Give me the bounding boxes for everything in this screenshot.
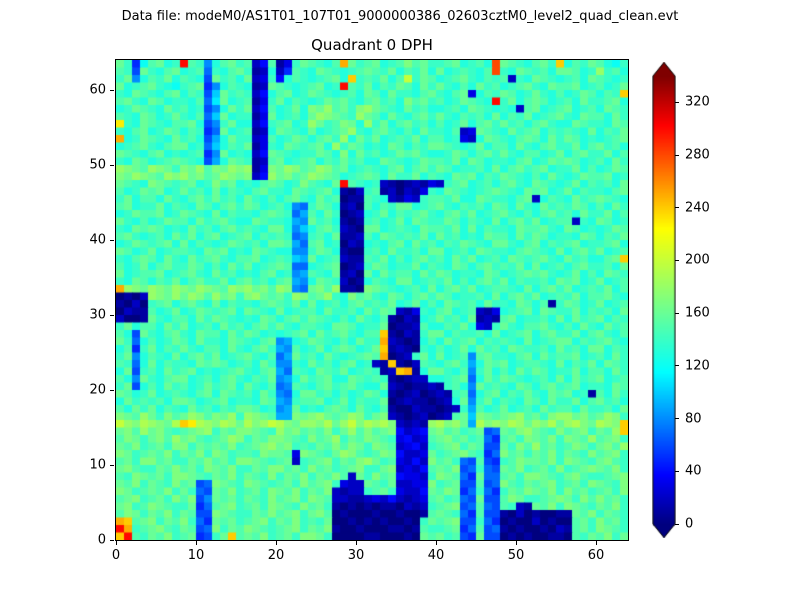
y-tick-label: 50 [89, 157, 106, 173]
y-tick-label: 10 [89, 457, 106, 473]
x-tick-label: 60 [587, 548, 605, 563]
colorbar-tick-label: 40 [685, 463, 702, 479]
colorbar-tick-label: 0 [685, 516, 694, 532]
x-tick-mark [355, 541, 357, 545]
y-tick-mark [110, 239, 114, 241]
colorbar-tick-mark [675, 418, 679, 420]
x-tick-label: 0 [111, 548, 121, 563]
y-tick-mark [110, 89, 114, 91]
colorbar-tick-mark [675, 207, 679, 209]
x-tick-mark [595, 541, 597, 545]
y-tick-mark [110, 164, 114, 166]
x-tick-mark [275, 541, 277, 545]
colorbar-tick-mark [675, 365, 679, 367]
y-tick-mark [110, 464, 114, 466]
x-tick-label: 40 [427, 548, 445, 563]
y-tick-label: 30 [89, 307, 106, 323]
data-file-label: Data file: modeM0/AS1T01_107T01_90000003… [121, 9, 679, 24]
colorbar-tick-mark [675, 101, 679, 103]
y-tick-label: 20 [89, 382, 106, 398]
heatmap-canvas [116, 60, 628, 540]
plot-title: Quadrant 0 DPH [311, 36, 433, 54]
y-tick-mark [110, 389, 114, 391]
y-tick-label: 60 [89, 82, 106, 98]
y-tick-mark [110, 314, 114, 316]
y-tick-label: 40 [89, 232, 106, 248]
x-tick-mark [115, 541, 117, 545]
colorbar [652, 62, 676, 538]
x-tick-mark [435, 541, 437, 545]
colorbar-tick-mark [675, 312, 679, 314]
x-tick-label: 30 [347, 548, 365, 563]
x-tick-label: 50 [507, 548, 525, 563]
colorbar-tick-label: 240 [685, 200, 710, 216]
colorbar-tick-mark [675, 470, 679, 472]
colorbar-tick-label: 160 [685, 305, 710, 321]
colorbar-tick-label: 280 [685, 147, 710, 163]
colorbar-tick-label: 120 [685, 358, 710, 374]
x-tick-mark [515, 541, 517, 545]
y-tick-mark [110, 539, 114, 541]
x-tick-mark [195, 541, 197, 545]
colorbar-tick-mark [675, 154, 679, 156]
colorbar-tick-mark [675, 523, 679, 525]
colorbar-tick-label: 320 [685, 94, 710, 110]
x-tick-label: 20 [267, 548, 285, 563]
plot-frame [115, 59, 629, 541]
y-tick-label: 0 [97, 532, 106, 548]
x-tick-label: 10 [187, 548, 205, 563]
colorbar-tick-label: 200 [685, 252, 710, 268]
colorbar-tick-label: 80 [685, 411, 702, 427]
colorbar-tick-mark [675, 259, 679, 261]
